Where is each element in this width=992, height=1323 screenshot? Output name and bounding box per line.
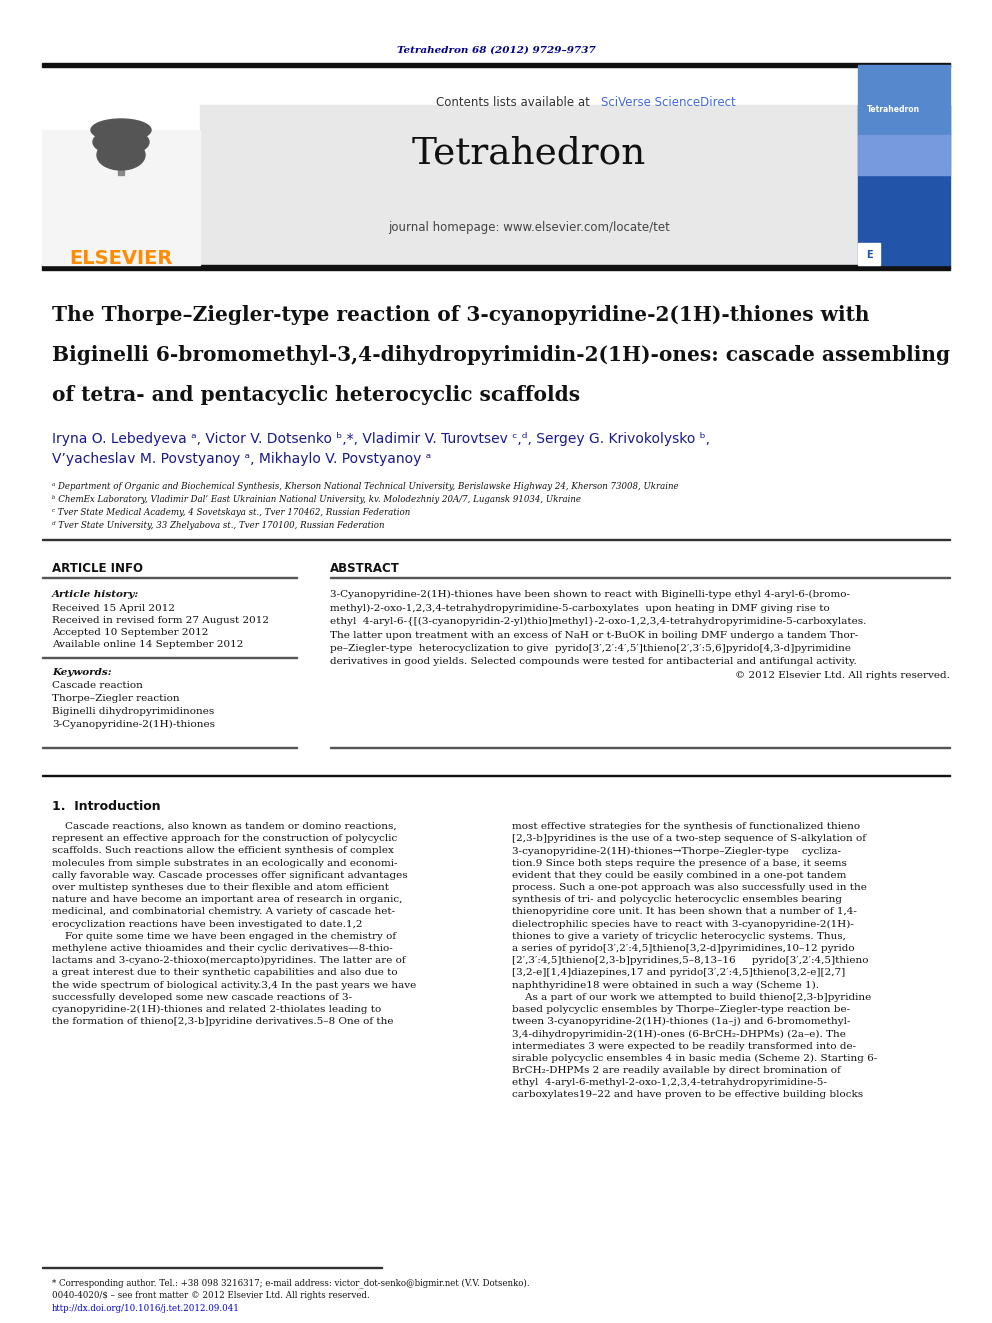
Text: ᵇ ChemEx Laboratory, Vladimir Dal’ East Ukrainian National University, kv. Molod: ᵇ ChemEx Laboratory, Vladimir Dal’ East … (52, 495, 581, 504)
Text: erocyclization reactions have been investigated to date.1,2: erocyclization reactions have been inves… (52, 919, 362, 929)
Text: represent an effective approach for the construction of polycyclic: represent an effective approach for the … (52, 835, 397, 843)
Text: [3,2-e][1,4]diazepines,17 and pyrido[3′,2′:4,5]thieno[3,2-e][2,7]: [3,2-e][1,4]diazepines,17 and pyrido[3′,… (512, 968, 845, 978)
Text: BrCH₂-DHPMs 2 are readily available by direct bromination of: BrCH₂-DHPMs 2 are readily available by d… (512, 1066, 841, 1076)
Text: [2,3-b]pyridines is the use of a two-step sequence of S-alkylation of: [2,3-b]pyridines is the use of a two-ste… (512, 835, 866, 843)
Text: thienopyridine core unit. It has been shown that a number of 1,4-: thienopyridine core unit. It has been sh… (512, 908, 857, 917)
Ellipse shape (91, 119, 151, 142)
Text: a series of pyrido[3′,2′:4,5]thieno[3,2-d]pyrimidines,10–12 pyrido: a series of pyrido[3′,2′:4,5]thieno[3,2-… (512, 945, 855, 953)
Text: journal homepage: www.elsevier.com/locate/tet: journal homepage: www.elsevier.com/locat… (388, 221, 670, 234)
Text: cally favorable way. Cascade processes offer significant advantages: cally favorable way. Cascade processes o… (52, 871, 408, 880)
Bar (858, 65, 950, 135)
Text: tion.9 Since both steps require the presence of a base, it seems: tion.9 Since both steps require the pres… (512, 859, 847, 868)
Text: For quite some time we have been engaged in the chemistry of: For quite some time we have been engaged… (52, 931, 396, 941)
Text: E: E (866, 250, 872, 261)
Text: process. Such a one-pot approach was also successfully used in the: process. Such a one-pot approach was als… (512, 882, 867, 892)
Text: ᶜ Tver State Medical Academy, 4 Sovetskaya st., Tver 170462, Russian Federation: ᶜ Tver State Medical Academy, 4 Sovetska… (52, 508, 411, 517)
Text: cyanopyridine-2(1H)-thiones and related 2-thiolates leading to: cyanopyridine-2(1H)-thiones and related … (52, 1005, 381, 1015)
Text: carboxylates19–22 and have proven to be effective building blocks: carboxylates19–22 and have proven to be … (512, 1090, 863, 1099)
Bar (42, 64, 950, 67)
Text: ABSTRACT: ABSTRACT (330, 562, 400, 576)
Text: ELSEVIER: ELSEVIER (69, 249, 173, 267)
Text: dielectrophilic species have to react with 3-cyanopyridine-2(1H)-: dielectrophilic species have to react wi… (512, 919, 854, 929)
Text: the wide spectrum of biological activity.3,4 In the past years we have: the wide spectrum of biological activity… (52, 980, 417, 990)
Text: methyl)-2-oxo-1,2,3,4-tetrahydropyrimidine-5-carboxylates  upon heating in DMF g: methyl)-2-oxo-1,2,3,4-tetrahydropyrimidi… (330, 603, 829, 613)
Text: As a part of our work we attempted to build thieno[2,3-b]pyridine: As a part of our work we attempted to bu… (512, 992, 871, 1002)
Text: ᵈ Tver State University, 33 Zhelyabova st., Tver 170100, Russian Federation: ᵈ Tver State University, 33 Zhelyabova s… (52, 521, 385, 531)
Ellipse shape (93, 130, 149, 155)
Text: a great interest due to their synthetic capabilities and also due to: a great interest due to their synthetic … (52, 968, 398, 978)
Text: Iryna O. Lebedyeva ᵃ, Victor V. Dotsenko ᵇ,*, Vladimir V. Turovtsev ᶜ,ᵈ, Sergey : Iryna O. Lebedyeva ᵃ, Victor V. Dotsenko… (52, 433, 710, 446)
Bar (858, 105, 950, 265)
Text: scaffolds. Such reactions allow the efficient synthesis of complex: scaffolds. Such reactions allow the effi… (52, 847, 394, 856)
Text: Biginelli dihydropyrimidinones: Biginelli dihydropyrimidinones (52, 706, 214, 716)
Text: Biginelli 6-bromomethyl-3,4-dihydropyrimidin-2(1H)-ones: cascade assembling: Biginelli 6-bromomethyl-3,4-dihydropyrim… (52, 345, 950, 365)
Text: * Corresponding author. Tel.: +38 098 3216317; e-mail address: victor_dot-senko@: * Corresponding author. Tel.: +38 098 32… (52, 1278, 530, 1287)
Text: intermediates 3 were expected to be readily transformed into de-: intermediates 3 were expected to be read… (512, 1041, 856, 1050)
Text: tween 3-cyanopyridine-2(1H)-thiones (1a–j) and 6-bromomethyl-: tween 3-cyanopyridine-2(1H)-thiones (1a–… (512, 1017, 850, 1027)
Text: thiones to give a variety of tricyclic heterocyclic systems. Thus,: thiones to give a variety of tricyclic h… (512, 931, 846, 941)
Text: 3-Cyanopyridine-2(1H)-thiones have been shown to react with Biginelli-type ethyl: 3-Cyanopyridine-2(1H)-thiones have been … (330, 590, 850, 599)
Text: sirable polycyclic ensembles 4 in basic media (Scheme 2). Starting 6-: sirable polycyclic ensembles 4 in basic … (512, 1054, 877, 1062)
Text: 3-cyanopyridine-2(1H)-thiones→Thorpe–Ziegler-type    cycliza-: 3-cyanopyridine-2(1H)-thiones→Thorpe–Zie… (512, 847, 841, 856)
Text: [2′,3′:4,5]thieno[2,3-b]pyridines,5–8,13–16     pyrido[3′,2′:4,5]thieno: [2′,3′:4,5]thieno[2,3-b]pyridines,5–8,13… (512, 957, 869, 966)
Text: 3,4-dihydropyrimidin-2(1H)-ones (6-BrCH₂-DHPMs) (2a–e). The: 3,4-dihydropyrimidin-2(1H)-ones (6-BrCH₂… (512, 1029, 846, 1039)
Text: methylene active thioamides and their cyclic derivatives—8-thio-: methylene active thioamides and their cy… (52, 945, 393, 953)
Text: ᵃ Department of Organic and Biochemical Synthesis, Kherson National Technical Un: ᵃ Department of Organic and Biochemical … (52, 482, 679, 491)
Text: SciVerse ScienceDirect: SciVerse ScienceDirect (601, 95, 736, 108)
Text: ethyl  4-aryl-6-methyl-2-oxo-1,2,3,4-tetrahydropyrimidine-5-: ethyl 4-aryl-6-methyl-2-oxo-1,2,3,4-tetr… (512, 1078, 827, 1088)
Text: Tetrahedron: Tetrahedron (867, 106, 921, 115)
Text: 3-Cyanopyridine-2(1H)-thiones: 3-Cyanopyridine-2(1H)-thiones (52, 720, 215, 729)
Text: Received in revised form 27 August 2012: Received in revised form 27 August 2012 (52, 617, 269, 624)
Bar (858, 135, 950, 175)
Text: naphthyridine18 were obtained in such a way (Scheme 1).: naphthyridine18 were obtained in such a … (512, 980, 819, 990)
Text: over multistep syntheses due to their flexible and atom efficient: over multistep syntheses due to their fl… (52, 882, 389, 892)
Text: Accepted 10 September 2012: Accepted 10 September 2012 (52, 628, 208, 636)
Text: Tetrahedron 68 (2012) 9729–9737: Tetrahedron 68 (2012) 9729–9737 (397, 45, 595, 54)
Text: of tetra- and pentacyclic heterocyclic scaffolds: of tetra- and pentacyclic heterocyclic s… (52, 385, 580, 405)
Bar (42, 774, 950, 777)
Text: 1.  Introduction: 1. Introduction (52, 800, 161, 814)
Text: Keywords:: Keywords: (52, 668, 112, 677)
Text: Article history:: Article history: (52, 590, 139, 599)
Text: molecules from simple substrates in an ecologically and economi-: molecules from simple substrates in an e… (52, 859, 398, 868)
Text: ARTICLE INFO: ARTICLE INFO (52, 562, 143, 576)
Text: ethyl  4-aryl-6-{[(3-cyanopyridin-2-yl)thio]methyl}-2-oxo-1,2,3,4-tetrahydropyri: ethyl 4-aryl-6-{[(3-cyanopyridin-2-yl)th… (330, 617, 866, 626)
Text: Tetrahedron: Tetrahedron (412, 135, 646, 171)
Text: Thorpe–Ziegler reaction: Thorpe–Ziegler reaction (52, 695, 180, 703)
Text: medicinal, and combinatorial chemistry. A variety of cascade het-: medicinal, and combinatorial chemistry. … (52, 908, 395, 917)
Text: derivatives in good yields. Selected compounds were tested for antibacterial and: derivatives in good yields. Selected com… (330, 658, 857, 667)
Bar (118, 157, 124, 175)
Text: 0040-4020/$ – see front matter © 2012 Elsevier Ltd. All rights reserved.: 0040-4020/$ – see front matter © 2012 El… (52, 1291, 370, 1301)
Bar (42, 130, 200, 265)
Text: based polycyclic ensembles by Thorpe–Ziegler-type reaction be-: based polycyclic ensembles by Thorpe–Zie… (512, 1005, 850, 1013)
Text: Received 15 April 2012: Received 15 April 2012 (52, 605, 175, 613)
Text: http://dx.doi.org/10.1016/j.tet.2012.09.041: http://dx.doi.org/10.1016/j.tet.2012.09.… (52, 1304, 240, 1312)
Text: successfully developed some new cascade reactions of 3-: successfully developed some new cascade … (52, 992, 352, 1002)
Text: pe–Ziegler-type  heterocyclization to give  pyrido[3′,2′:4′,5′]thieno[2′,3′:5,6]: pe–Ziegler-type heterocyclization to giv… (330, 644, 851, 654)
Ellipse shape (97, 140, 145, 169)
Text: Cascade reactions, also known as tandem or domino reactions,: Cascade reactions, also known as tandem … (52, 822, 397, 831)
Bar (42, 265, 950, 270)
Text: evident that they could be easily combined in a one-pot tandem: evident that they could be easily combin… (512, 871, 846, 880)
Bar (858, 243, 880, 265)
Text: The latter upon treatment with an excess of NaH or t-BuOK in boiling DMF undergo: The latter upon treatment with an excess… (330, 631, 858, 639)
Bar (200, 105, 858, 265)
Text: Vʼyacheslav M. Povstyanoy ᵃ, Mikhaylo V. Povstyanoy ᵃ: Vʼyacheslav M. Povstyanoy ᵃ, Mikhaylo V.… (52, 452, 432, 466)
Text: most effective strategies for the synthesis of functionalized thieno: most effective strategies for the synthe… (512, 822, 860, 831)
Text: lactams and 3-cyano-2-thioxo(mercapto)pyridines. The latter are of: lactams and 3-cyano-2-thioxo(mercapto)py… (52, 957, 406, 966)
Text: © 2012 Elsevier Ltd. All rights reserved.: © 2012 Elsevier Ltd. All rights reserved… (735, 671, 950, 680)
Text: The Thorpe–Ziegler-type reaction of 3-cyanopyridine-2(1H)-thiones with: The Thorpe–Ziegler-type reaction of 3-cy… (52, 306, 870, 325)
Text: nature and have become an important area of research in organic,: nature and have become an important area… (52, 896, 403, 904)
Text: the formation of thieno[2,3-b]pyridine derivatives.5–8 One of the: the formation of thieno[2,3-b]pyridine d… (52, 1017, 394, 1027)
Text: Available online 14 September 2012: Available online 14 September 2012 (52, 640, 243, 650)
Text: Contents lists available at: Contents lists available at (436, 95, 593, 108)
Text: Cascade reaction: Cascade reaction (52, 681, 143, 691)
Text: synthesis of tri- and polycyclic heterocyclic ensembles bearing: synthesis of tri- and polycyclic heteroc… (512, 896, 842, 904)
